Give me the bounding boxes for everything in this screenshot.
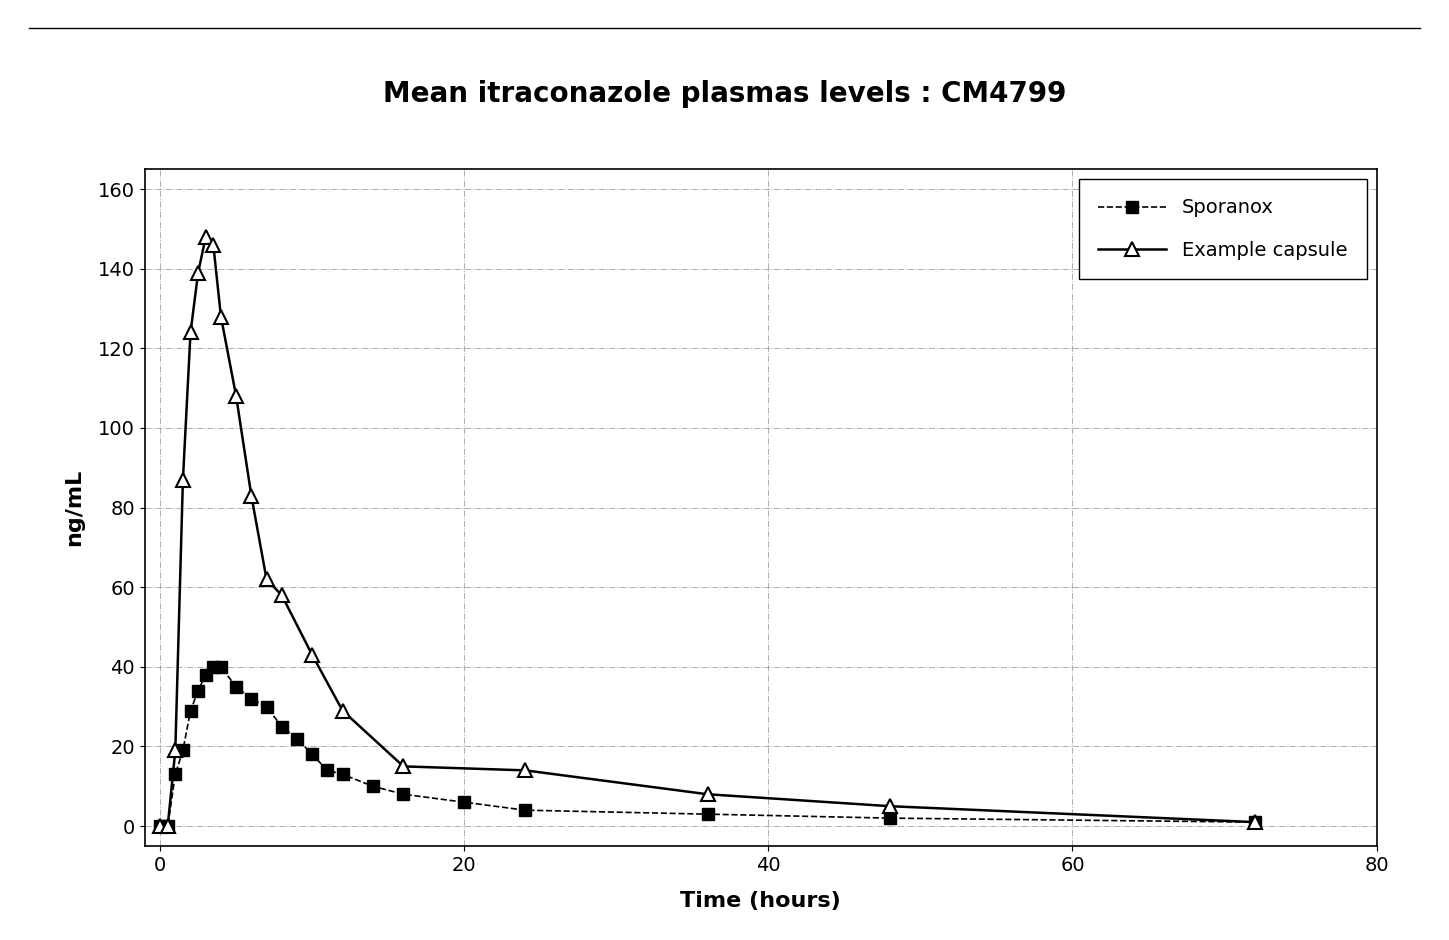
Sporanox: [333, 769, 351, 780]
Sporanox: [242, 693, 259, 704]
Sporanox: [394, 789, 412, 800]
Example capsule: [242, 490, 259, 501]
Sporanox: [272, 721, 290, 732]
Sporanox: [159, 821, 177, 832]
Sporanox: [319, 765, 336, 776]
Sporanox: [174, 744, 191, 756]
Sporanox: [698, 808, 716, 820]
Example capsule: [881, 801, 898, 812]
Legend: Sporanox, Example capsule: Sporanox, Example capsule: [1080, 179, 1366, 279]
Example capsule: [204, 239, 222, 250]
Example capsule: [197, 231, 214, 243]
Example capsule: [151, 821, 168, 832]
Sporanox: [212, 661, 229, 672]
Sporanox: [181, 705, 199, 716]
Example capsule: [516, 765, 533, 776]
Sporanox: [455, 796, 472, 807]
Sporanox: [258, 701, 275, 713]
Example capsule: [159, 821, 177, 832]
Example capsule: [272, 589, 290, 601]
Sporanox: [204, 661, 222, 672]
Line: Example capsule: Example capsule: [154, 230, 1262, 833]
Sporanox: [881, 812, 898, 823]
Example capsule: [174, 474, 191, 485]
Example capsule: [212, 311, 229, 322]
Sporanox: [167, 769, 184, 780]
Example capsule: [167, 744, 184, 756]
Example capsule: [258, 573, 275, 585]
Sporanox: [227, 682, 245, 693]
Example capsule: [227, 390, 245, 401]
Sporanox: [190, 685, 207, 697]
X-axis label: Time (hours): Time (hours): [681, 891, 840, 912]
Sporanox: [288, 733, 306, 744]
Example capsule: [181, 327, 199, 338]
Sporanox: [516, 805, 533, 816]
Example capsule: [190, 267, 207, 278]
Example capsule: [1246, 817, 1264, 828]
Sporanox: [1246, 817, 1264, 828]
Y-axis label: ng/mL: ng/mL: [64, 469, 84, 546]
Example capsule: [333, 705, 351, 716]
Sporanox: [303, 749, 320, 760]
Example capsule: [394, 760, 412, 772]
Sporanox: [197, 669, 214, 681]
Line: Sporanox: Sporanox: [154, 661, 1261, 832]
Example capsule: [303, 650, 320, 661]
Text: Mean itraconazole plasmas levels : CM4799: Mean itraconazole plasmas levels : CM479…: [383, 80, 1066, 108]
Sporanox: [364, 780, 381, 791]
Sporanox: [151, 821, 168, 832]
Example capsule: [698, 789, 716, 800]
